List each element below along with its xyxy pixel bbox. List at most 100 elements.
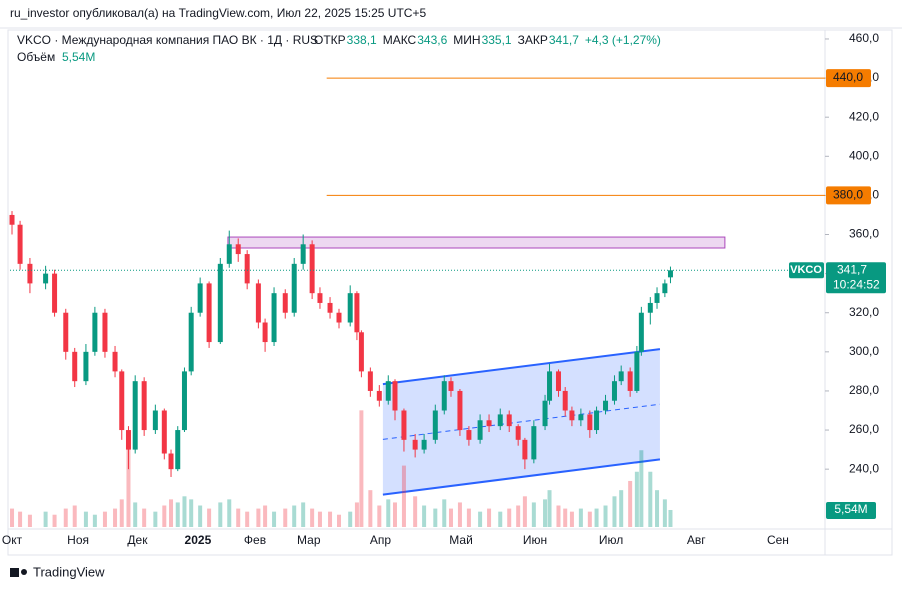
volume-bar: [543, 499, 548, 527]
x-tick-label: Авг: [687, 533, 706, 547]
volume-bar: [43, 511, 48, 527]
volume-bar: [478, 511, 483, 527]
candle-body: [83, 351, 89, 382]
candle-body: [336, 312, 342, 323]
candle-body: [327, 302, 333, 313]
volume-bar: [547, 490, 552, 527]
brand: TradingView: [33, 564, 105, 579]
volume-bar: [603, 505, 608, 527]
volume-bar: [283, 508, 288, 527]
x-tick-label: Апр: [370, 533, 392, 547]
candle-body: [125, 430, 131, 450]
candle-body: [161, 410, 167, 454]
channel-upper: [382, 348, 661, 386]
level-label: 380,0: [833, 188, 863, 202]
channel-lower: [382, 458, 661, 496]
candle-body: [634, 351, 640, 391]
candle-body: [175, 430, 181, 470]
candle-body: [317, 293, 323, 303]
price-tag: [826, 262, 886, 294]
candle-body: [102, 312, 108, 352]
candle-body: [506, 414, 512, 427]
x-tick-label: 2025: [185, 533, 212, 547]
countdown: 10:24:52: [833, 277, 880, 291]
y-tick-label: 420,0: [849, 109, 879, 123]
candle-body: [569, 410, 575, 421]
volume-bar: [668, 509, 673, 527]
y-tick-label: 460,0: [849, 31, 879, 45]
candle-body: [638, 312, 644, 352]
candle-body: [27, 263, 33, 284]
candle-body: [486, 420, 492, 427]
candle-body: [401, 410, 407, 440]
candle-body: [412, 439, 418, 450]
volume-bar: [594, 508, 599, 527]
candle-body: [547, 371, 553, 401]
volume-bar: [386, 499, 391, 527]
y-tick-label: 260,0: [849, 422, 879, 436]
symbol-tag: [789, 262, 824, 279]
legend-label: ЗАКР: [518, 33, 548, 47]
candle-body: [52, 273, 58, 313]
symbol-line: VKCO · Международная компания ПАО ВК · 1…: [17, 33, 318, 47]
volume-bar: [189, 499, 194, 527]
volume-bar: [27, 514, 32, 527]
candle-body: [662, 283, 668, 294]
publisher: ru_investor опубликовал(а) на TradingVie…: [10, 6, 426, 20]
volume-bar: [628, 480, 633, 527]
candle-body: [477, 420, 483, 440]
logo: [10, 568, 27, 577]
legend-label: МИН: [453, 33, 480, 47]
volume-bar: [531, 502, 536, 527]
volume-legend: 5,54M: [62, 50, 95, 64]
y-tick-label: 300,0: [849, 344, 879, 358]
price-label: 341,7: [837, 262, 867, 276]
volume-bar: [448, 508, 453, 527]
candle-body: [63, 312, 69, 352]
candle-body: [181, 371, 187, 431]
volume-bar: [162, 505, 167, 527]
candle-body: [217, 263, 223, 343]
candle-body: [515, 426, 521, 440]
candle-body: [188, 312, 194, 372]
candle-body: [618, 371, 624, 382]
legend-label: ОТКР: [314, 33, 346, 47]
candle-body: [542, 400, 548, 427]
volume-bar: [92, 514, 97, 527]
volume-name: Объём: [17, 50, 55, 64]
candle-body: [432, 410, 438, 440]
x-tick-label: Ноя: [67, 533, 89, 547]
candle-body: [385, 381, 391, 401]
level-tag: [826, 69, 871, 88]
candle-body: [587, 414, 593, 431]
candle-body: [141, 381, 147, 431]
y-tick-label: 280,0: [849, 383, 879, 397]
volume-bar: [348, 511, 353, 527]
x-tick-label: Окт: [2, 533, 23, 547]
volume-bar: [102, 511, 107, 527]
volume-bar: [245, 511, 250, 527]
candle-body: [112, 351, 118, 372]
volume-bar: [72, 505, 77, 527]
legend-value: 343,6: [417, 33, 447, 47]
volume-bar: [522, 496, 527, 527]
volume-bar: [368, 490, 373, 527]
x-tick-label: Май: [449, 533, 473, 547]
volume-bar: [662, 499, 667, 527]
x-tick-label: Дек: [127, 533, 148, 547]
volume-bar: [63, 508, 68, 527]
volume-bar: [119, 499, 124, 527]
candle-body: [300, 244, 306, 264]
volume-bar: [392, 502, 397, 527]
volume-bar: [113, 508, 118, 527]
volume-bar: [263, 505, 268, 527]
volume-bar: [207, 508, 212, 527]
legend-value: 335,1: [482, 33, 512, 47]
candle-body: [354, 293, 360, 333]
resistance-zone: [227, 236, 726, 249]
y-tick-label: 360,0: [849, 227, 879, 241]
volume-bar: [587, 511, 592, 527]
volume-bar: [648, 471, 653, 527]
candle-body: [367, 371, 373, 391]
